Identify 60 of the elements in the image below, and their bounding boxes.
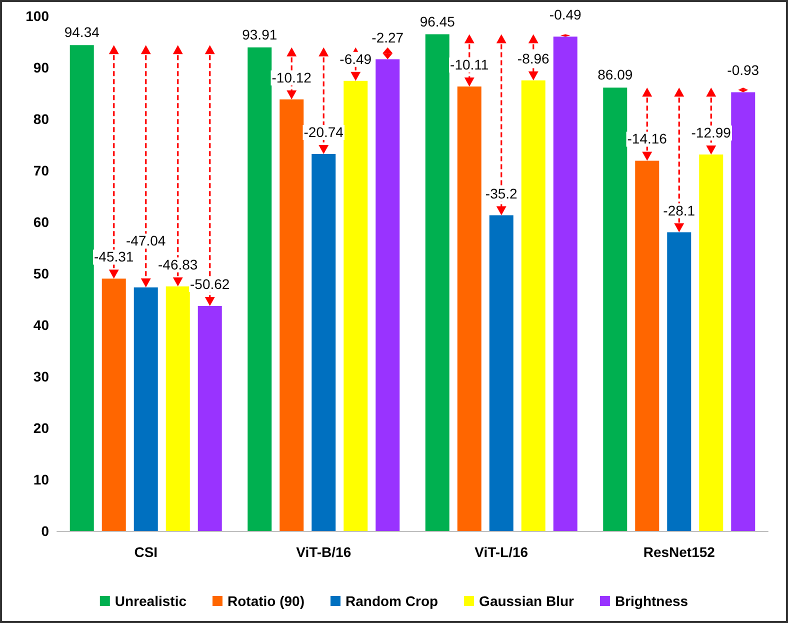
data-label: 96.45 xyxy=(420,13,456,30)
bar xyxy=(603,88,628,531)
bar xyxy=(699,154,724,531)
bar xyxy=(134,287,158,531)
bar xyxy=(280,99,304,531)
y-tick-label: 70 xyxy=(33,162,50,178)
legend-label: Gaussian Blur xyxy=(479,593,575,609)
bar xyxy=(489,215,514,531)
annotation: -8.96 xyxy=(517,50,550,66)
annotation: -10.11 xyxy=(450,56,489,73)
bar xyxy=(198,306,222,531)
y-tick-label: 20 xyxy=(33,420,50,436)
annotation: -28.1 xyxy=(663,202,696,218)
x-tick-label: ViT-L/16 xyxy=(474,544,528,560)
y-tick-label: 100 xyxy=(26,8,50,24)
bar xyxy=(425,34,450,531)
bar xyxy=(312,154,336,531)
y-tick-label: 10 xyxy=(33,472,50,488)
bar xyxy=(521,80,546,531)
bar xyxy=(248,47,272,531)
y-tick-label: 50 xyxy=(33,266,50,282)
bar xyxy=(667,232,692,531)
annotation: -12.99 xyxy=(691,124,732,141)
annotation: -47.04 xyxy=(126,232,166,249)
annotation: -10.12 xyxy=(272,69,312,86)
legend-label: Random Crop xyxy=(345,593,438,609)
bar xyxy=(731,92,756,531)
data-label: 86.09 xyxy=(598,66,633,83)
bar xyxy=(553,36,578,531)
annotation: -6.49 xyxy=(340,50,372,67)
x-tick-label: CSI xyxy=(134,544,158,560)
data-label: 94.34 xyxy=(64,24,100,40)
annotation: -0.93 xyxy=(727,62,760,78)
y-tick-label: 90 xyxy=(33,60,50,76)
bar xyxy=(166,286,190,531)
annotation: -46.83 xyxy=(158,256,198,272)
y-tick-label: 40 xyxy=(33,317,50,333)
annotation: -45.31 xyxy=(94,248,134,265)
annotation: -20.74 xyxy=(304,124,344,140)
y-tick-label: 0 xyxy=(41,523,50,539)
data-label: 93.91 xyxy=(242,26,278,42)
bar xyxy=(457,86,482,531)
x-tick-label: ViT-B/16 xyxy=(296,544,352,560)
bar xyxy=(102,278,126,531)
annotation: -14.16 xyxy=(627,130,668,147)
annotation: -2.27 xyxy=(372,29,404,46)
annotation: -50.62 xyxy=(190,276,230,292)
x-tick-label: ResNet152 xyxy=(643,544,716,560)
legend-label: Rotatio (90) xyxy=(227,593,304,609)
annotation: -35.2 xyxy=(485,185,518,202)
y-tick-label: 80 xyxy=(33,111,50,127)
annotation: -0.49 xyxy=(549,6,582,23)
bar xyxy=(70,45,94,531)
legend-label: Brightness xyxy=(614,593,688,609)
bar xyxy=(344,80,368,531)
bar xyxy=(376,59,400,531)
legend-label: Unrealistic xyxy=(114,593,187,609)
y-tick-label: 30 xyxy=(33,368,50,384)
y-tick-label: 60 xyxy=(33,214,50,230)
bar xyxy=(635,160,660,531)
